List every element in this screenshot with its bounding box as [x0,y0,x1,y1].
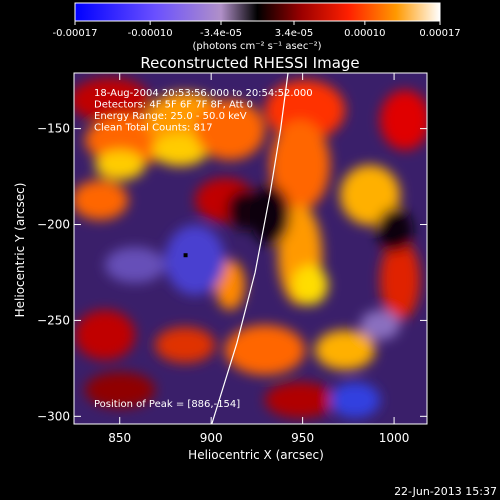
x-tick-label: 850 [108,431,131,445]
plot-frame [73,72,428,425]
solar-limb-line [211,73,289,424]
colorbar-tick-labels: -0.00017 -0.00010 -3.4e-05 3.4e-05 0.00010 0.… [53,28,461,39]
y-tick-label: −300 [37,409,70,423]
colorbar-tick-label: 0.00010 [344,28,385,39]
x-axis-label: Heliocentric X (arcsec) [188,448,324,462]
x-tick-label: 900 [200,431,223,445]
y-tick-label: −250 [37,313,70,327]
colorbar-tick-label: -0.00017 [53,28,98,39]
timestamp: 22-Jun-2013 15:37 [394,485,497,498]
annotation-line: 18-Aug-2004 20:53:56.000 to 20:54:52.000 [94,88,313,99]
annotation-line: Detectors: 4F 5F 6F 7F 8F, Att 0 [94,100,253,111]
chart-title: Reconstructed RHESSI Image [140,54,359,72]
colorbar-tick-label: 3.4e-05 [275,28,313,39]
y-axis-ticks: −150 −200 −250 −300 [37,122,427,423]
colorbar-tick-label: -3.4e-05 [200,28,242,39]
x-tick-label: 1000 [379,431,410,445]
x-axis-ticks: 850 900 950 1000 [108,73,409,445]
y-tick-label: −150 [37,122,70,136]
colorbar-tick-label: -0.00010 [128,28,173,39]
annotation-line: Clean Total Counts: 817 [94,123,213,134]
colorbar-gradient [74,2,441,22]
colorbar-units: (photons cm⁻² s⁻¹ asec⁻²) [192,41,321,52]
colorbar: -0.00017 -0.00010 -3.4e-05 3.4e-05 0.00010 0.… [53,2,461,52]
y-tick-label: −200 [37,218,70,232]
y-axis-label: Heliocentric Y (arcsec) [13,183,27,318]
colorbar-ticks [74,21,441,25]
annotation-block: 18-Aug-2004 20:53:56.000 to 20:54:52.000… [94,88,313,134]
peak-marker [183,253,188,258]
x-tick-label: 950 [291,431,314,445]
annotation-line: Energy Range: 25.0 - 50.0 keV [94,111,247,122]
colorbar-tick-label: 0.00017 [419,28,460,39]
peak-position-label: Position of Peak = [886,-154] [94,399,240,410]
